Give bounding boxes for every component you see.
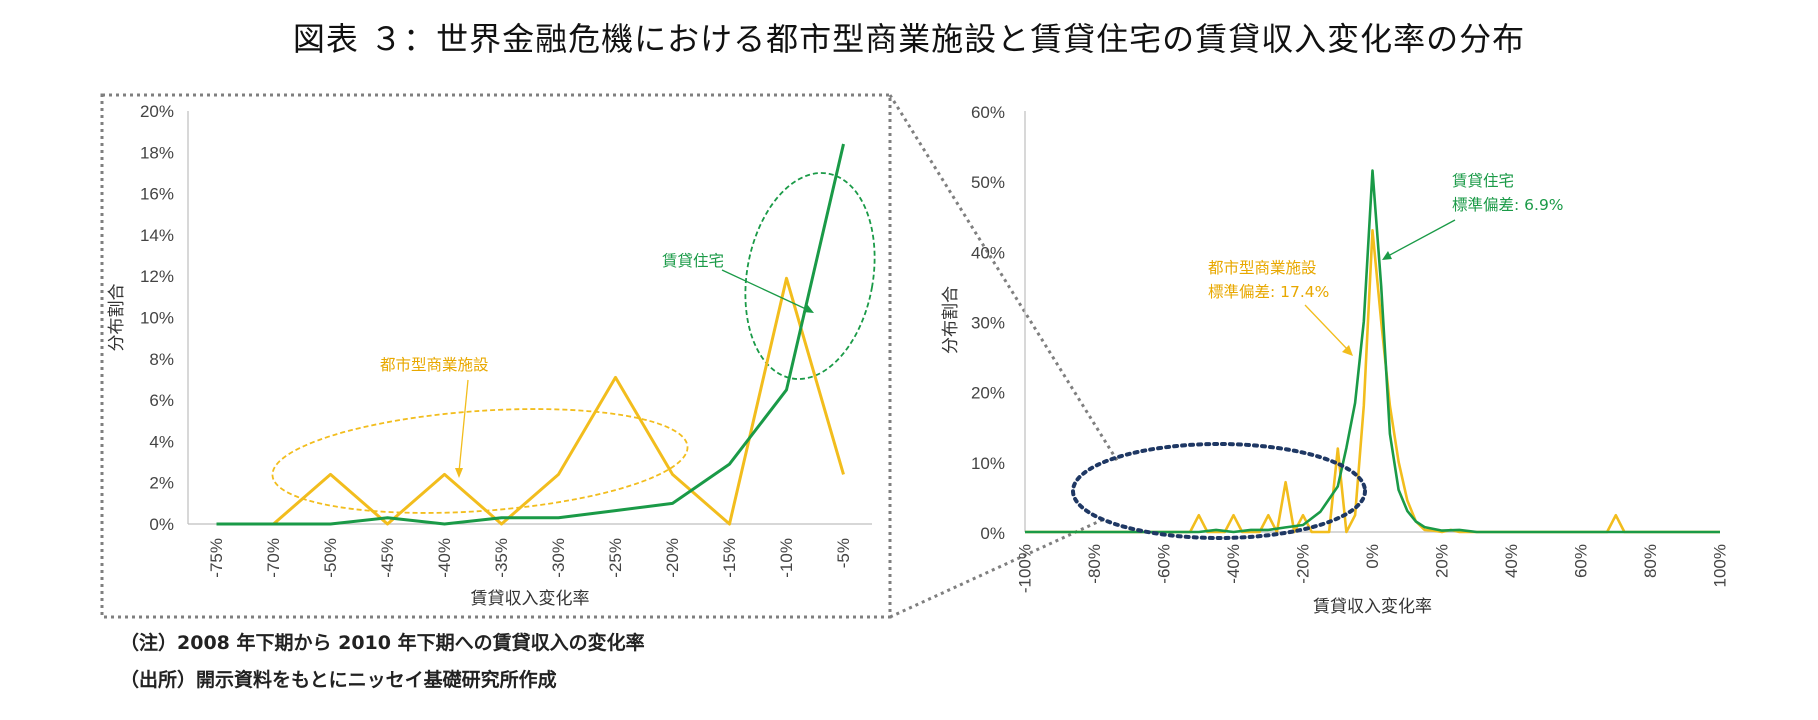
right-residential-arrow	[1387, 219, 1456, 257]
right-y-axis-title: 分布割合	[941, 286, 961, 354]
right-series-line-residential	[1025, 169, 1720, 534]
left-x-tick-label: -5%	[834, 538, 853, 568]
left-y-tick-label: 10%	[140, 309, 174, 328]
right-x-tick-label: 100%	[1711, 544, 1730, 587]
right-x-tick-label: 80%	[1641, 544, 1660, 578]
right-x-tick-label: -80%	[1085, 544, 1104, 584]
left-y-tick-label: 14%	[140, 226, 174, 245]
page-title: 図表 ３：世界金融危機における都市型商業施設と賃貸住宅の賃貸収入変化率の分布	[292, 20, 1526, 58]
left-chart: 0% 2% 4% 6% 8% 10% 12% 14% 16% 18% 20% -75% -70% -50%…	[107, 102, 876, 609]
right-x-axis-title: 賃貸収入変化率	[1313, 597, 1432, 617]
left-x-tick-label: -15%	[720, 538, 739, 578]
note-remark: （注）2008 年下期から 2010 年下期への賃貸収入の変化率	[120, 632, 645, 654]
left-x-tick-label: -25%	[606, 538, 625, 578]
left-y-tick-label: 6%	[149, 391, 174, 410]
right-series-line-commercial	[1025, 229, 1720, 534]
right-commercial-annotation-sd: 標準偏差: 17.4%	[1208, 283, 1329, 301]
left-y-tick-label: 12%	[140, 267, 174, 286]
right-commercial-arrowhead	[1342, 345, 1353, 356]
right-residential-annotation-sd: 標準偏差: 6.9%	[1452, 196, 1564, 214]
left-x-tick-label: -40%	[435, 538, 454, 578]
left-y-axis-title: 分布割合	[107, 284, 127, 352]
right-x-tick-label: 20%	[1433, 544, 1452, 578]
left-y-tick-label: 20%	[140, 102, 174, 121]
right-x-tick-label: -20%	[1294, 544, 1313, 584]
left-y-tick-label: 16%	[140, 185, 174, 204]
right-residential-annotation-name: 賃貸住宅	[1452, 172, 1514, 190]
note-source: （出所）開示資料をもとにニッセイ基礎研究所作成	[120, 669, 557, 691]
left-x-tick-label: -10%	[777, 538, 796, 578]
left-y-tick-label: 2%	[149, 474, 174, 493]
left-commercial-annotation: 都市型商業施設	[380, 356, 489, 374]
right-y-tick-label: 30%	[971, 314, 1005, 333]
right-y-tick-label: 0%	[980, 524, 1005, 543]
right-y-tick-label: 60%	[971, 103, 1005, 122]
left-series-line-commercial	[216, 276, 845, 526]
right-x-tick-label: -40%	[1224, 544, 1243, 584]
left-x-tick-label: -50%	[321, 538, 340, 578]
left-x-axis-title: 賃貸収入変化率	[471, 589, 590, 609]
left-x-tick-label: -75%	[207, 538, 226, 578]
left-residential-arrow	[721, 269, 809, 311]
left-residential-arrowhead	[803, 304, 814, 313]
left-series-line-residential	[216, 143, 845, 526]
left-x-tick-label: -35%	[492, 538, 511, 578]
right-commercial-annotation-name: 都市型商業施設	[1208, 259, 1317, 277]
left-y-tick-label: 8%	[149, 350, 174, 369]
left-commercial-arrowhead	[455, 468, 463, 478]
notes: （注）2008 年下期から 2010 年下期への賃貸収入の変化率 （出所）開示資…	[120, 628, 645, 702]
left-x-tick-label: -70%	[264, 538, 283, 578]
right-x-tick-label: 0%	[1363, 544, 1382, 569]
left-residential-annotation: 賃貸住宅	[662, 252, 724, 270]
left-y-tick-label: 18%	[140, 143, 174, 162]
zoom-connector-top	[888, 94, 1120, 463]
left-y-tick-label: 4%	[149, 432, 174, 451]
right-y-tick-label: 50%	[971, 173, 1005, 192]
left-x-tick-label: -45%	[378, 538, 397, 578]
left-y-tick-label: 0%	[149, 515, 174, 534]
zoom-region-ellipse	[1071, 442, 1367, 540]
right-x-tick-label: 40%	[1502, 544, 1521, 578]
right-x-tick-label: 60%	[1572, 544, 1591, 578]
right-chart: 0% 10% 20% 30% 40% 50% 60% -100% -80% -60% -40% -20…	[941, 103, 1730, 617]
left-commercial-arrow	[458, 379, 469, 473]
residential-highlight-ellipse	[744, 172, 876, 380]
commercial-highlight-ellipse	[271, 408, 689, 514]
right-y-tick-label: 40%	[971, 243, 1005, 262]
left-x-tick-label: -20%	[663, 538, 682, 578]
right-y-tick-label: 20%	[971, 384, 1005, 403]
left-x-tick-label: -30%	[549, 538, 568, 578]
right-y-tick-label: 10%	[971, 454, 1005, 473]
right-residential-arrowhead	[1382, 251, 1392, 260]
right-x-tick-label: -100%	[1016, 544, 1035, 593]
right-x-tick-label: -60%	[1155, 544, 1174, 584]
right-commercial-arrow	[1304, 304, 1349, 351]
zoom-frame	[100, 93, 892, 619]
